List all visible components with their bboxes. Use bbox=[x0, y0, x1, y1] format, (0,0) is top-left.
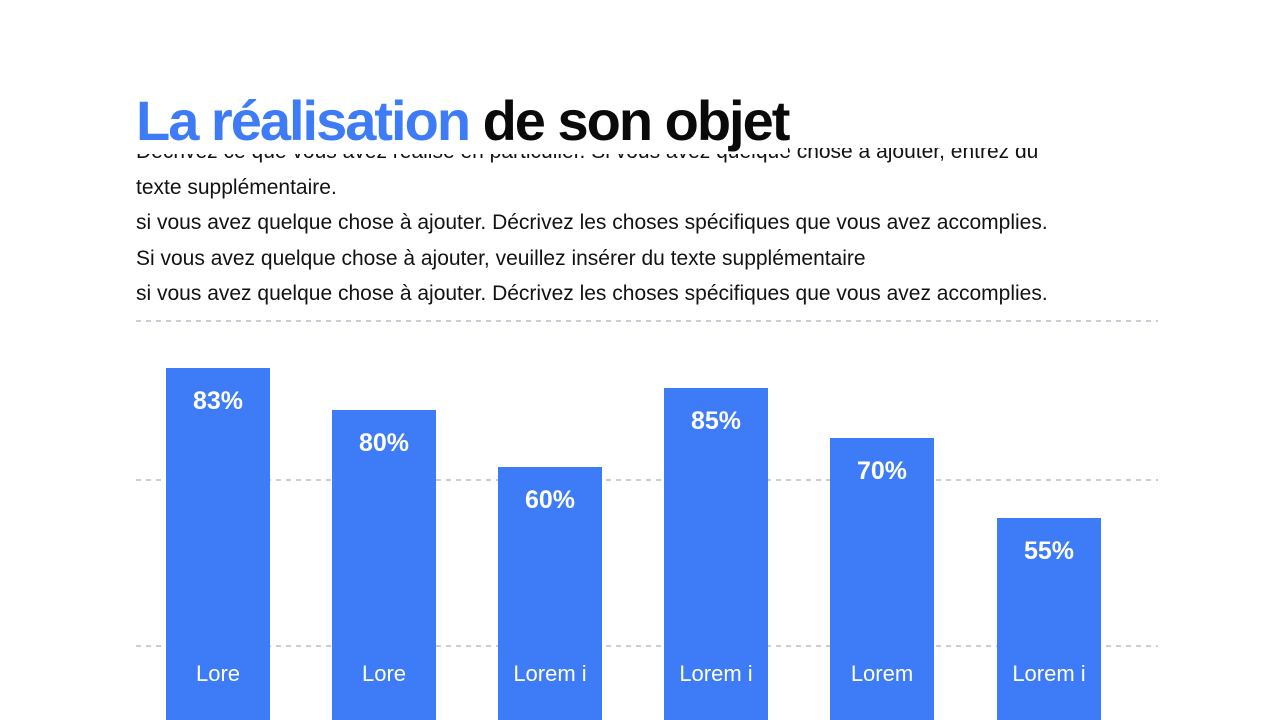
page-title-accent: La réalisation bbox=[136, 88, 483, 152]
bar-category-label: Lorem i bbox=[1012, 661, 1086, 686]
body-line: texte supplémentaire. bbox=[136, 175, 337, 199]
bar-value-label: 55% bbox=[1023, 537, 1075, 565]
bar: 60% Lorem i bbox=[498, 467, 602, 720]
bar-value-label: 83% bbox=[192, 387, 244, 415]
bar: 55% Lorem i bbox=[997, 518, 1101, 720]
gridline bbox=[136, 320, 1158, 322]
bar-value-label: 60% bbox=[524, 486, 576, 514]
body-line: si vous avez quelque chose à ajouter. Dé… bbox=[136, 211, 1048, 234]
bar: 70% Lorem bbox=[830, 438, 934, 720]
body-line: si vous avez quelque chose à ajouter. Dé… bbox=[136, 282, 1048, 305]
bar-value-label: 80% bbox=[358, 429, 410, 457]
bar: 80% Lore bbox=[332, 410, 436, 720]
gridline bbox=[136, 645, 1158, 647]
bar: 85% Lorem i bbox=[664, 388, 768, 720]
bar: 83% Lore bbox=[166, 368, 270, 720]
body-text-block: Décrivez ce que vous avez réalisé en par… bbox=[136, 148, 1176, 316]
bar-category-label: Lorem i bbox=[513, 661, 587, 686]
bar-value-label: 70% bbox=[856, 457, 908, 485]
bar-category-label: Lorem bbox=[850, 661, 914, 686]
gridline bbox=[136, 479, 1158, 481]
body-text: Décrivez ce que vous avez réalisé en par… bbox=[136, 148, 1176, 312]
bar-category-label: Lore bbox=[361, 661, 407, 686]
bar-category-label: Lore bbox=[195, 661, 241, 686]
page-title-rest: de son objet bbox=[482, 88, 791, 152]
bar-chart: 83% Lore 80% Lore 60% Lorem i 85% Lorem i 70% Lor… bbox=[136, 0, 1160, 720]
page-title: La réalisation de son objet bbox=[136, 87, 791, 154]
bar-value-label: 85% bbox=[690, 407, 742, 435]
body-line: Si vous avez quelque chose à ajouter, ve… bbox=[136, 246, 866, 270]
bar-category-label: Lorem i bbox=[679, 661, 753, 686]
